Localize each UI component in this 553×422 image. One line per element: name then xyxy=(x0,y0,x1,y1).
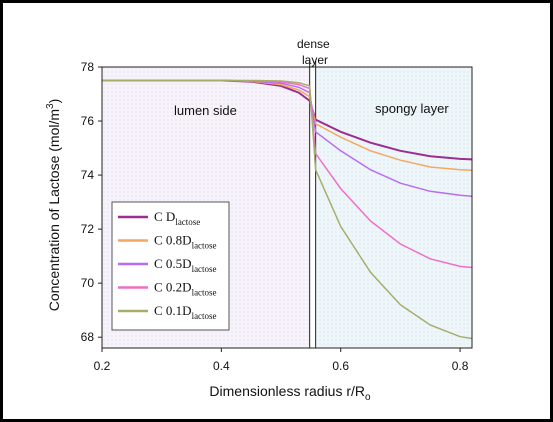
plot-border xyxy=(101,66,473,349)
series-line-4 xyxy=(102,79,473,340)
y-tick-label-0: 68 xyxy=(81,330,95,344)
legend-label-0: C Dlactose xyxy=(154,209,200,227)
y-tick-label-4: 76 xyxy=(81,114,95,128)
x-tick-label-2: 0.6 xyxy=(332,359,349,373)
legend: C Dlactose C 0.8Dlactose C 0.5Dlactose C 0.… xyxy=(111,201,230,331)
y-tick-label-2: 72 xyxy=(81,222,95,236)
dense-layer-label: dense layer xyxy=(297,37,333,67)
legend-label-1: C 0.8Dlactose xyxy=(154,233,217,251)
y-tick-label-5: 78 xyxy=(81,60,95,74)
x-tick-label-1: 0.4 xyxy=(213,359,230,373)
legend-box xyxy=(111,201,230,331)
figure-frame: 0.2 0.4 0.6 0.8 68 70 72 74 76 78 lumen side den… xyxy=(3,3,550,419)
concentration-chart: 0.2 0.4 0.6 0.8 68 70 72 74 76 78 lumen side den… xyxy=(45,37,473,403)
y-tick-label-1: 70 xyxy=(81,276,95,290)
legend-label-2: C 0.5Dlactose xyxy=(154,256,217,274)
legend-label-3: C 0.2Dlactose xyxy=(154,280,217,298)
x-tick-label-0: 0.2 xyxy=(94,359,111,373)
y-tick-label-3: 74 xyxy=(81,168,95,182)
spongy-region xyxy=(315,67,472,348)
legend-label-4: C 0.1Dlactose xyxy=(154,303,217,321)
y-axis-label: Concentration of Lactose (mol/m3) xyxy=(45,99,62,312)
spongy-layer-label: spongy layer xyxy=(375,101,449,116)
lumen-side-label: lumen side xyxy=(174,103,237,118)
dense-region xyxy=(309,67,316,348)
x-axis-label: Dimensionless radius r/Ro xyxy=(209,383,371,403)
x-tick-label-3: 0.8 xyxy=(452,359,469,373)
